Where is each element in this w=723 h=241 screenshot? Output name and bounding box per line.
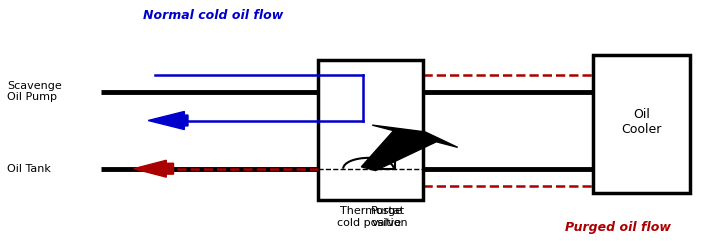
Bar (593, 55, 690, 193)
Bar (318, 60, 423, 200)
Text: Oil
Cooler: Oil Cooler (621, 108, 662, 136)
FancyArrow shape (134, 160, 174, 177)
Text: Scavenge
Oil Pump: Scavenge Oil Pump (7, 81, 62, 102)
Text: Purge
valve: Purge valve (371, 206, 403, 228)
FancyArrow shape (148, 111, 188, 130)
Text: Thermostat
cold position: Thermostat cold position (337, 206, 408, 228)
Polygon shape (362, 125, 458, 171)
Text: Purged oil flow: Purged oil flow (565, 221, 671, 234)
Text: Oil Tank: Oil Tank (7, 164, 51, 174)
Bar (379, 148, 395, 169)
Text: Normal cold oil flow: Normal cold oil flow (143, 9, 283, 22)
